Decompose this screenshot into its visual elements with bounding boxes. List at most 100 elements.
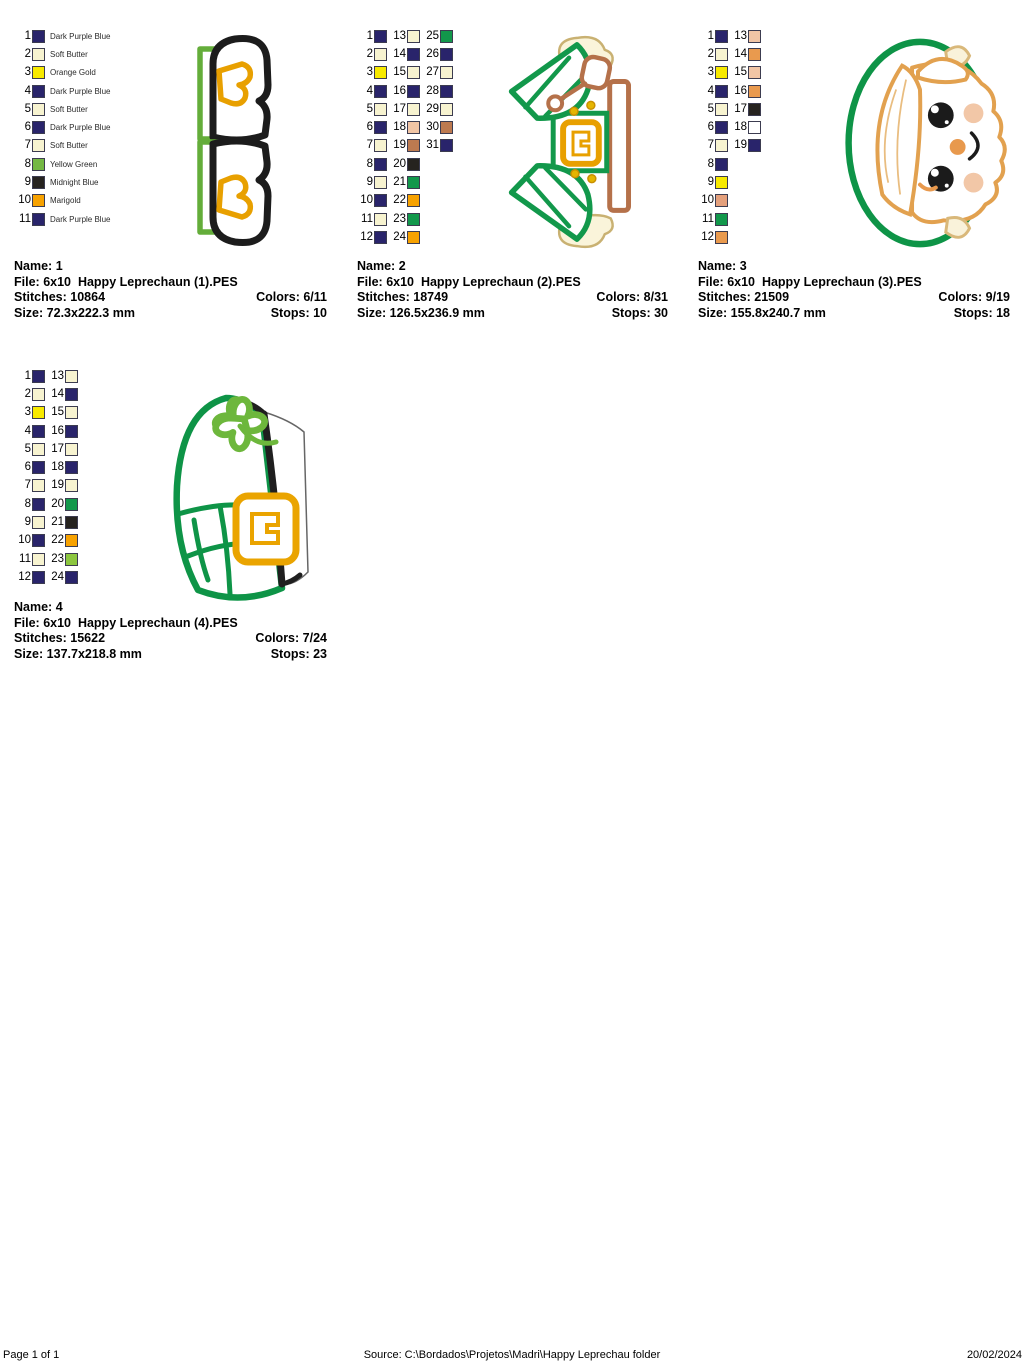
color-swatch [407,29,420,43]
color-swatch [440,102,453,116]
color-number: 4 [707,84,714,97]
color-number: 5 [24,442,31,455]
color-swatch [407,212,420,226]
stops-value: 18 [996,305,1010,320]
color-number: 13 [393,29,406,42]
color-number: 19 [393,139,406,152]
color-swatch [32,442,45,456]
color-row: 26 [422,45,453,63]
color-row: 5 [14,440,45,458]
color-row: 6 Dark Purple Blue [14,118,110,136]
color-number: 7 [366,139,373,152]
color-row: 18 [47,458,78,476]
color-row: 14 [47,385,78,403]
color-row: 6 [14,458,45,476]
color-swatch [715,102,728,116]
color-row: 2 [697,45,728,63]
color-number: 9 [707,176,714,189]
color-swatch [440,47,453,61]
color-number: 3 [24,66,31,79]
color-name: Marigold [50,196,81,206]
color-name: Soft Butter [50,104,88,114]
stops-value: 23 [313,646,327,661]
color-number: 18 [51,461,64,474]
color-number: 27 [426,66,439,79]
file-line: File: 6x10 Happy Leprechaun (1).PES [14,275,327,291]
color-number: 22 [393,194,406,207]
color-name: Dark Purple Blue [50,123,111,133]
stops-label: Stops: [270,646,310,661]
name-label: Name: [357,259,396,273]
color-swatch [440,84,453,98]
color-swatch [715,176,728,190]
color-row: 22 [47,532,78,550]
color-row: 7 [14,477,45,495]
color-row: 10 [697,192,728,210]
color-swatch [32,424,45,438]
stitches-line: Stitches: 21509 Colors: 9/19 [698,290,1010,306]
color-row: 21 [389,173,420,191]
color-number: 23 [393,212,406,225]
colors-value: 9/19 [985,290,1010,305]
name-line: Name: 4 [14,600,327,616]
color-row: 6 [697,118,728,136]
color-number: 11 [361,212,373,225]
leprechaun-body-drawing [495,35,632,249]
color-row: 19 [47,477,78,495]
color-swatch [65,387,78,401]
color-row: 6 [356,118,387,136]
color-row: 3 [356,64,387,82]
color-swatch [748,84,761,98]
color-row: 4 [356,82,387,100]
color-row: 8 [697,155,728,173]
size-label: Size: [14,305,44,320]
colors-label: Colors: [596,290,641,305]
color-swatch [374,157,387,171]
size-value: 137.7x218.8 mm [46,646,142,661]
color-number: 10 [18,194,31,207]
color-number: 11 [702,212,714,225]
color-number: 14 [393,47,406,60]
color-number: 6 [24,121,31,134]
color-name: Orange Gold [50,68,96,78]
color-name: Midnight Blue [50,178,99,188]
color-row: 1 [356,27,387,45]
color-number: 13 [51,369,64,382]
color-number: 10 [701,194,714,207]
color-list-1: 1 Dark Purple Blue 2 Soft Butter 3 Orange Gol… [14,27,110,228]
color-list-3: 1 2 3 4 5 6 7 8 9 10 11 12 13 14 15 16 17 18 19 [697,27,761,247]
color-row: 10 Marigold [14,192,110,210]
color-row: 4 Dark Purple Blue [14,82,110,100]
color-swatch [65,516,78,530]
size-label: Size: [14,646,44,661]
color-swatch [407,121,420,135]
color-swatch [748,29,761,43]
file-label: File: [14,274,40,289]
color-row: 11 [697,210,728,228]
color-swatch [407,66,420,80]
color-number: 16 [51,424,64,437]
color-swatch [374,84,387,98]
color-row: 13 [47,367,78,385]
color-swatch [32,84,45,98]
color-swatch [715,139,728,153]
color-swatch [748,102,761,116]
page-footer: Page 1 of 1 Source: C:\Bordados\Projetos… [0,1349,1024,1361]
color-swatch [407,176,420,190]
design-2-meta: Name: 2 File: 6x10 Happy Leprechaun (2).… [357,259,668,321]
color-number: 19 [734,139,747,152]
color-row: 17 [389,100,420,118]
color-row: 10 [14,532,45,550]
color-number: 7 [707,139,714,152]
color-number: 4 [24,424,31,437]
color-number: 23 [51,552,64,565]
leprechaun-hat-drawing [173,394,309,601]
color-swatch [715,194,728,208]
color-row: 9 Midnight Blue [14,173,110,191]
color-number: 20 [393,157,406,170]
color-row: 22 [389,192,420,210]
color-row: 7 [356,137,387,155]
size-value: 72.3x222.3 mm [46,305,135,320]
color-swatch [374,212,387,226]
color-row: 9 [356,173,387,191]
